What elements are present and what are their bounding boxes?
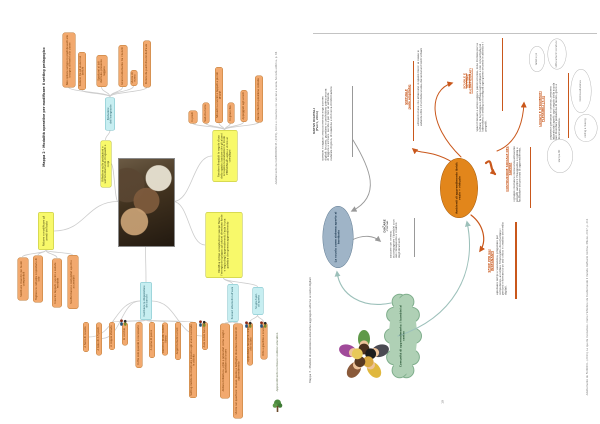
section-body-natives: Bambini e ragazzi cresciuti immersi negl… xyxy=(322,85,333,160)
map-node-L1: Non restare sempre in piedi davanti alla… xyxy=(62,32,75,87)
map-node-Y3: Ridurre e modificare gli arredi dell'aul… xyxy=(38,212,54,250)
section-body-schools: Spazi modulari e arredi leggeri, pareti … xyxy=(476,41,487,131)
map-node-R5: Appoggiati agli arredi xyxy=(240,90,247,122)
section-rule-virtual xyxy=(413,61,415,141)
map-node-C2: Cambiare la disposizione dei banchi xyxy=(140,282,152,320)
bubble-2: robotica educativa xyxy=(570,69,591,113)
map-node-F6: A spina di pesce xyxy=(149,322,155,358)
section-rule-challenges xyxy=(515,222,517,299)
map-node-R3: Sdraiati su cuscini e tappeti a piccoli … xyxy=(215,67,223,123)
children-circle-clipart xyxy=(337,323,391,393)
map-node-C3: Scenari alternativi all'aula xyxy=(227,284,238,322)
section-rule-places xyxy=(568,73,570,138)
classroom-photo xyxy=(118,158,175,247)
section-body-virtual: Ambienti online che affiancano lo spazio… xyxy=(417,47,423,126)
map-node-L4: Girare lentamente tra i banchi xyxy=(118,45,127,87)
left-page-citation: Adattamento da CARBONCINI M. (2015), Com… xyxy=(275,51,279,185)
map-node-C4: Scuola fuori, all'aperto xyxy=(252,287,263,315)
map-node-F8: Angoli tematici ai lati xyxy=(175,322,181,360)
section-body-social: Il gruppo costruisce conoscenza attraver… xyxy=(513,146,522,202)
children-clipart-icon xyxy=(244,314,253,333)
left-page-title: Mappa 2 - Modalità operative per modific… xyxy=(41,47,46,167)
section-rule-social xyxy=(530,147,532,208)
section-heading-natives: NATIVI DIGITALI (Ferri, 2011) xyxy=(312,107,319,134)
right-page-figure-caption: Mappa 3 - Modello di ecosistema educativ… xyxy=(309,277,313,383)
map-node-Y4: Modifica di tipo ecosistemico: lasciar f… xyxy=(205,212,242,278)
section-heading-places: LUOGHI E STRUMENTI FLESSIBILI (3.0) xyxy=(538,91,545,127)
map-node-F9: Setting mobile da ricostruire insieme ag… xyxy=(189,322,197,398)
map-node-C1: Postazioni dell'insegnante xyxy=(105,97,115,130)
map-node-F1: A ferro di cavallo xyxy=(83,322,89,352)
cloud-community: Comunità di apprendimento: i bambini al … xyxy=(399,304,406,368)
map-node-B1: Sostituire i banchi con tavoli componibi… xyxy=(17,257,28,300)
section-heading-educare: E-DUCARE (2014) xyxy=(382,218,388,233)
section-rule-schools xyxy=(502,38,504,111)
map-node-F3: A coppie sfalsate xyxy=(109,322,115,350)
map-node-G1: Abitare biblioteca, atrio e laboratori c… xyxy=(220,323,230,398)
page-top-rule xyxy=(313,33,597,34)
map-node-R1: In piedi xyxy=(188,110,197,123)
map-node-Y1: Riflettere sulle postazioni e sull'orien… xyxy=(100,140,111,187)
section-heading-schools: SCUOLE E SETTING RICONFIGURATI xyxy=(462,67,473,94)
map-node-R6: Rannicchiati in posizione comoda xyxy=(255,75,263,122)
map-node-L2: Sedersi tra gli alunni nei banchi xyxy=(78,52,86,90)
map-node-B4: Scaffali bassi e contenitori aperti e ac… xyxy=(67,255,78,309)
bubble-3: coding e making xyxy=(574,114,597,142)
page-number: 10 xyxy=(440,400,445,404)
map-node-B2: Togliere la cattedra o spostarla di lato xyxy=(33,255,43,302)
map-node-L5: Uscire di scena xyxy=(130,70,137,86)
children-clipart-icon xyxy=(119,312,128,331)
bubble-1: LIM e schermi condivisi xyxy=(547,38,566,69)
section-heading-virtual: VIRTUALE (aule ampliate) xyxy=(404,84,411,110)
section-rule-educare xyxy=(414,218,416,257)
right-page-citation: Adattamento da FLORIDI L. (2014), La qua… xyxy=(586,218,590,396)
ellipse-open-school: La scuola come sistema aperto al territo… xyxy=(322,206,353,268)
map-node-R2: Seduti a terra xyxy=(202,102,209,123)
left-page-bottom-caption: Apprendimento nel bosco: outdoor educati… xyxy=(276,332,280,392)
map-node-R4: In ginocchio xyxy=(227,102,234,123)
map-node-F7: Banchi a muro, centro libero xyxy=(162,322,168,355)
map-node-F5: In file solo quando è necessario xyxy=(135,322,142,368)
section-heading-social: COSTRUZIONE SOCIALE DEL SAPERE xyxy=(505,146,512,192)
section-rule-natives xyxy=(352,86,354,157)
section-body-educare: Educare con i media: accompagnare i bamb… xyxy=(390,219,401,258)
section-heading-challenges: SFIDE PER GLI INSEGNANTI xyxy=(487,248,494,273)
map-node-L3: Spostarsi ai lati dell'aula, presenza le… xyxy=(96,55,107,87)
section-body-challenges: Ripensare tempi e valutazione, progettar… xyxy=(496,222,507,295)
map-node-B3: Inserire tappeti, cuscini e sedute morbi… xyxy=(52,258,62,307)
map-node-G2: Uscire nel quartiere: museo, piazza e bo… xyxy=(233,323,243,418)
map-node-Y2: Rendere flessibili le regole d'uso dello… xyxy=(212,130,237,182)
bubble-4: stampa 3D xyxy=(547,139,573,173)
children-clipart-icon xyxy=(198,313,207,332)
section-body-places: Dispositivi personali e condivisi, ambie… xyxy=(550,82,561,140)
ellipse-hybrid: Ambienti di apprendimento ibridi: reale … xyxy=(440,158,478,218)
children-clipart-icon xyxy=(259,314,268,333)
bubble-0: tablet e pc xyxy=(529,46,545,72)
forest-school-logo-icon xyxy=(272,399,283,418)
map-node-F2: A isole di 4-5 posti xyxy=(96,322,102,355)
map-node-L6: Parlare da punti diversi dell'aula xyxy=(143,40,151,87)
